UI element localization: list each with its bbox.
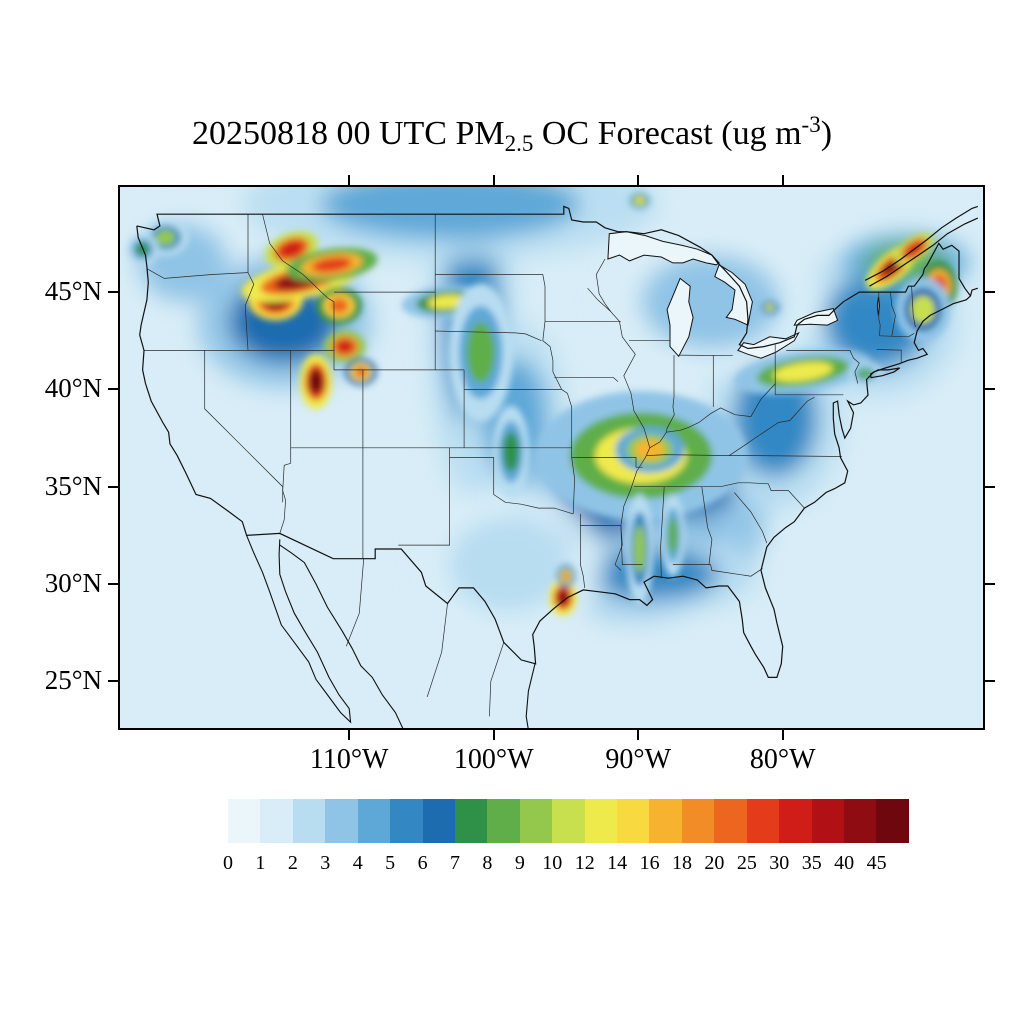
- colorbar-cell-4: [357, 799, 391, 843]
- colorbar-cell-14: [617, 799, 650, 843]
- colorbar-tick-label: 35: [801, 852, 822, 874]
- title-subscript: 2.5: [504, 131, 534, 156]
- figure-title: 20250818 00 UTC PM2.5 OC Forecast (ug m-…: [0, 112, 1024, 157]
- lat-tick-left: [108, 388, 118, 391]
- colorbar-tick-label: 9: [514, 852, 525, 874]
- colorbar-cell-35: [811, 799, 845, 843]
- colorbar-tick-label: 1: [255, 852, 266, 874]
- colorbar-tick-label: 16: [639, 852, 660, 874]
- colorbar: [228, 799, 909, 843]
- colorbar-tick-label: 20: [704, 852, 725, 874]
- title-middle: OC Forecast (ug m: [533, 115, 802, 152]
- colorbar-tick-label: 30: [769, 852, 790, 874]
- title-prefix: 20250818 00 UTC PM: [191, 115, 505, 152]
- colorbar-tick-label: 10: [542, 852, 563, 874]
- colorbar-cell-18: [681, 799, 715, 843]
- colorbar-cell-1: [260, 799, 293, 843]
- lon-tick-label: 110°W: [309, 744, 389, 775]
- lon-tick-top: [492, 175, 495, 185]
- colorbar-cell-12: [584, 799, 618, 843]
- lat-tick-right: [985, 291, 995, 294]
- lon-tick-bottom: [492, 730, 495, 740]
- colorbar-tick-label: 25: [736, 852, 757, 874]
- colorbar-cell-40: [844, 799, 877, 843]
- lat-tick-right: [985, 583, 995, 586]
- lon-tick-label: 80°W: [749, 744, 816, 775]
- colorbar-cell-20: [714, 799, 747, 843]
- lon-tick-label: 100°W: [453, 744, 534, 775]
- colorbar-cell-16: [649, 799, 682, 843]
- colorbar-cell-5: [390, 799, 423, 843]
- colorbar-cell-2: [292, 799, 326, 843]
- lat-tick-left: [108, 291, 118, 294]
- title-superscript: -3: [801, 112, 821, 137]
- lat-tick-left: [108, 680, 118, 683]
- colorbar-cell-0: [228, 799, 261, 843]
- colorbar-tick-label: 8: [482, 852, 493, 874]
- colorbar-cell-8: [487, 799, 520, 843]
- colorbar-cell-7: [454, 799, 488, 843]
- lon-tick-bottom: [348, 730, 351, 740]
- lon-tick-bottom: [781, 730, 784, 740]
- lon-tick-top: [781, 175, 784, 185]
- colorbar-tick-label: 2: [287, 852, 298, 874]
- colorbar-cell-30: [779, 799, 812, 843]
- colorbar-cell-45: [876, 799, 909, 843]
- lat-tick-label: 40°N: [44, 373, 102, 404]
- lon-tick-label: 90°W: [605, 744, 671, 775]
- colorbar-tick-label: 18: [672, 852, 692, 874]
- colorbar-tick-label: 4: [352, 852, 363, 874]
- colorbar-cell-9: [519, 799, 553, 843]
- lat-tick-label: 35°N: [44, 470, 102, 501]
- colorbar-tick-label: 14: [607, 852, 628, 874]
- lat-tick-label: 25°N: [44, 665, 102, 696]
- lat-tick-label: 45°N: [44, 276, 102, 307]
- colorbar-cell-3: [325, 799, 358, 843]
- colorbar-cell-6: [422, 799, 455, 843]
- colorbar-tick-label: 0: [223, 852, 233, 874]
- lat-tick-left: [108, 583, 118, 586]
- colorbar-tick-label: 3: [320, 852, 331, 874]
- colorbar-tick-label: 12: [574, 852, 595, 874]
- colorbar-tick-label: 7: [450, 852, 460, 874]
- lat-tick-left: [108, 485, 118, 488]
- title-suffix: ): [820, 115, 833, 152]
- lon-tick-top: [348, 175, 351, 185]
- colorbar-cell-25: [746, 799, 780, 843]
- lon-tick-bottom: [637, 730, 640, 740]
- colorbar-cell-10: [552, 799, 585, 843]
- map-frame: [118, 185, 985, 730]
- lat-tick-right: [985, 388, 995, 391]
- colorbar-tick-label: 6: [417, 852, 428, 874]
- colorbar-tick-label: 5: [385, 852, 396, 874]
- lat-tick-label: 30°N: [44, 568, 102, 599]
- lat-tick-right: [985, 485, 995, 488]
- lon-tick-top: [637, 175, 640, 185]
- forecast-map: [118, 185, 985, 730]
- lat-tick-right: [985, 680, 995, 683]
- colorbar-tick-label: 40: [834, 852, 855, 874]
- colorbar-tick-label: 45: [866, 852, 887, 874]
